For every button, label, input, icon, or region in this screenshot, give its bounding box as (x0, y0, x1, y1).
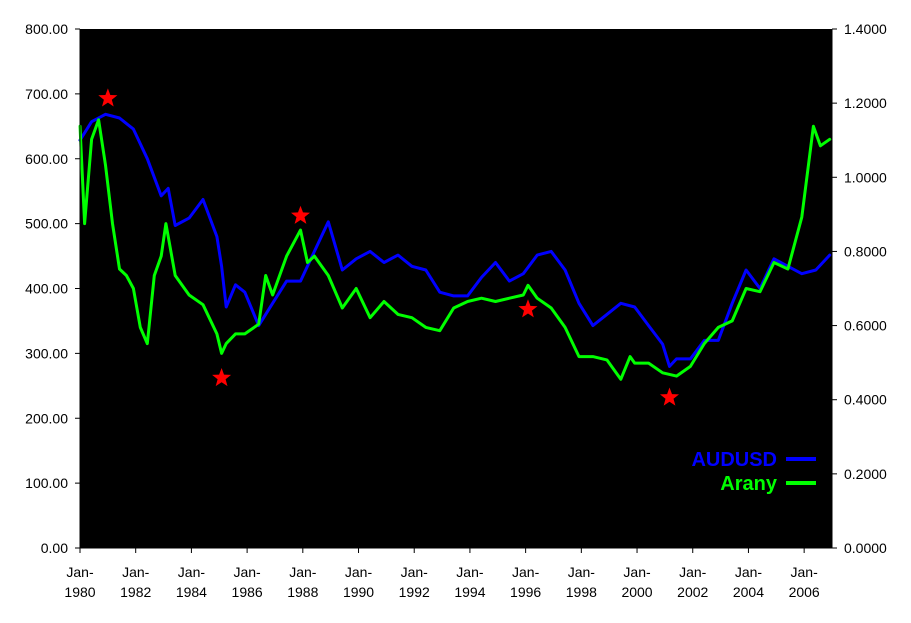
right-tick-label: 0.2000 (844, 466, 887, 482)
left-tick-label: 400.00 (25, 281, 68, 297)
x-tick-label: Jan-2004 (733, 564, 764, 600)
x-tick-label: Jan-2000 (621, 564, 652, 600)
series-layer (78, 112, 832, 381)
right-tick-label: 0.8000 (844, 243, 887, 259)
x-tick-label: Jan-1998 (566, 564, 597, 600)
star-marker-icon (660, 387, 679, 406)
right-tick-label: 1.2000 (844, 95, 887, 111)
left-tick-label: 100.00 (25, 475, 68, 491)
left-tick-label: 700.00 (25, 86, 68, 102)
star-marker-icon (98, 88, 118, 107)
right-axis: 0.0000 0.2000 0.4000 0.6000 0.8000 1.0000 1.20… (831, 21, 887, 556)
star-marker-icon (291, 205, 310, 224)
left-tick-label: 200.00 (25, 410, 68, 426)
right-tick-label: 1.0000 (844, 169, 887, 185)
left-tick-label: 500.00 (25, 216, 68, 232)
left-tick-label: 0.00 (41, 540, 68, 556)
legend-label-arany: Arany (720, 473, 778, 495)
x-tick-label: Jan-1982 (120, 564, 151, 600)
x-tick-label: Jan-1984 (176, 564, 207, 600)
legend-label-audusd: AUDUSD (691, 449, 777, 471)
x-tick-label: Jan-1994 (454, 564, 485, 600)
x-axis: Jan-1980 Jan-1982 Jan-1984 Jan-1986 Jan-1988… (64, 547, 832, 600)
right-tick-label: 0.6000 (844, 318, 887, 334)
right-tick-label: 0.4000 (844, 392, 887, 408)
left-axis: 0.00 100.00 200.00 300.00 400.00 500.00 600.00… (25, 21, 81, 556)
x-tick-label: Jan-1992 (399, 564, 430, 600)
x-tick-label: Jan-1986 (232, 564, 263, 600)
x-tick-label: Jan-1980 (64, 564, 95, 600)
left-tick-label: 600.00 (25, 151, 68, 167)
left-tick-label: 300.00 (25, 345, 68, 361)
right-tick-label: 0.0000 (844, 540, 887, 556)
x-tick-label: Jan-1988 (287, 564, 318, 600)
star-marker-icon (518, 299, 538, 318)
star-marker-icon (212, 368, 232, 387)
x-tick-label: Jan-2006 (789, 564, 820, 600)
plot-area (80, 29, 832, 548)
left-tick-label: 800.00 (25, 21, 68, 37)
series-line-arany (78, 118, 832, 381)
x-tick-label: Jan-1990 (343, 564, 374, 600)
series-line-audusd (78, 112, 832, 368)
x-tick-label: Jan-1996 (510, 564, 541, 600)
marker-layer (98, 88, 679, 406)
x-tick-label: Jan-2002 (677, 564, 708, 600)
right-tick-label: 1.4000 (844, 21, 887, 37)
